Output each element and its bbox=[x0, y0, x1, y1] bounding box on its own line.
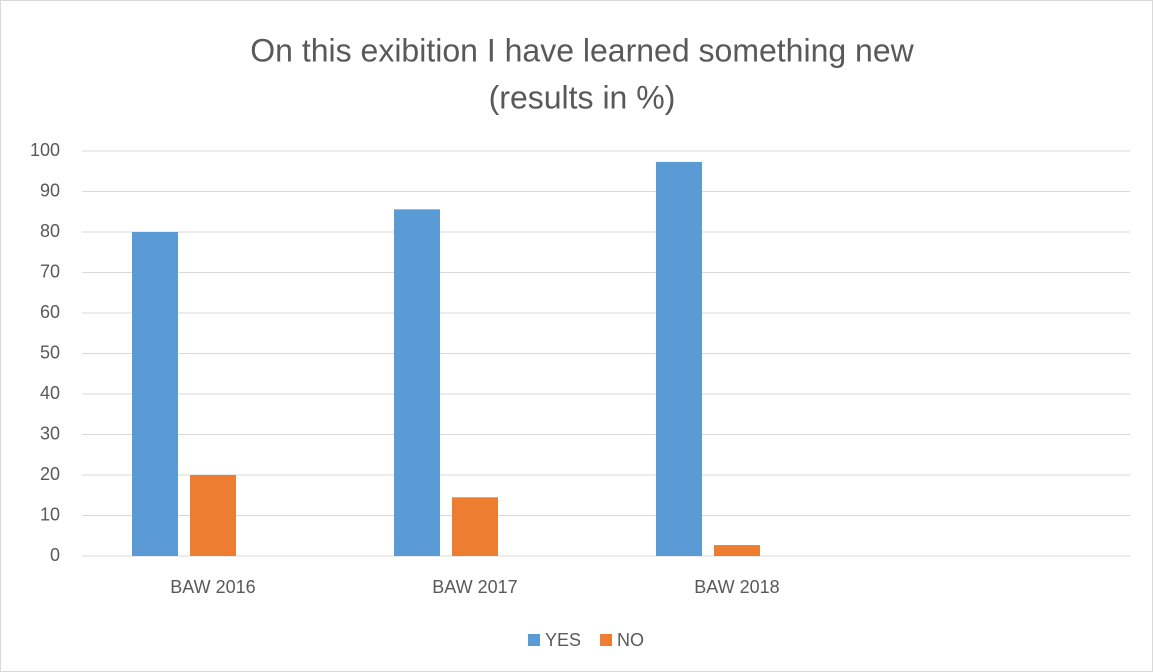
y-tick-label: 100 bbox=[30, 140, 60, 160]
bar bbox=[714, 545, 760, 556]
y-tick-label: 40 bbox=[40, 383, 60, 403]
x-tick-label: BAW 2017 bbox=[432, 577, 517, 597]
y-tick-label: 0 bbox=[50, 545, 60, 565]
y-tick-label: 80 bbox=[40, 221, 60, 241]
y-tick-label: 70 bbox=[40, 261, 60, 281]
y-tick-label: 90 bbox=[40, 180, 60, 200]
legend-label: NO bbox=[617, 630, 644, 650]
bar bbox=[656, 161, 702, 556]
y-tick-label: 10 bbox=[40, 504, 60, 524]
chart-subtitle: (results in %) bbox=[489, 79, 676, 115]
y-tick-label: 30 bbox=[40, 423, 60, 443]
y-tick-label: 60 bbox=[40, 302, 60, 322]
bar bbox=[394, 209, 440, 556]
bar bbox=[190, 475, 236, 556]
bar bbox=[132, 232, 178, 556]
y-tick-label: 50 bbox=[40, 342, 60, 362]
x-tick-label: BAW 2016 bbox=[170, 577, 255, 597]
x-tick-label: BAW 2018 bbox=[694, 577, 779, 597]
legend-swatch bbox=[600, 634, 613, 646]
chart-title: On this exibition I have learned somethi… bbox=[250, 32, 914, 68]
legend-swatch bbox=[528, 634, 540, 646]
y-tick-label: 20 bbox=[40, 464, 60, 484]
legend-label: YES bbox=[545, 630, 581, 650]
bar bbox=[452, 497, 498, 556]
